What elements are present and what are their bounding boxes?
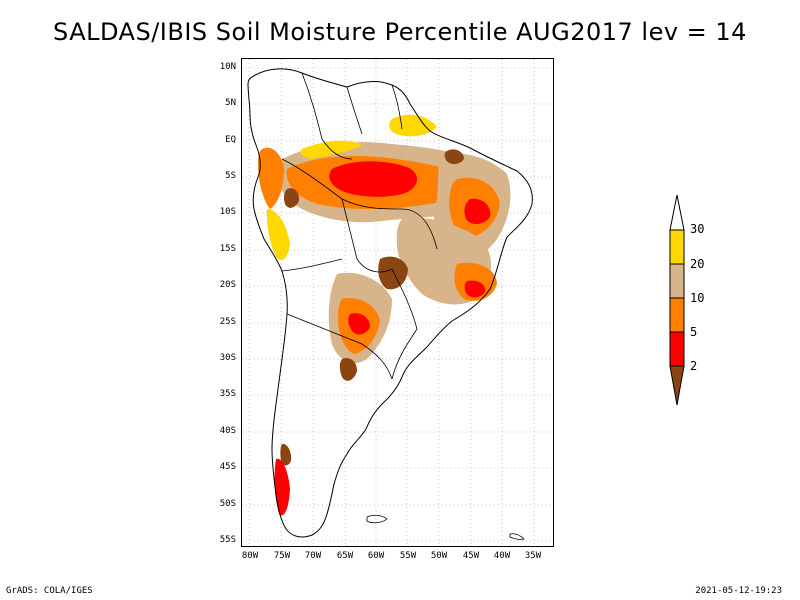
lon-label-50w: 50W <box>430 551 448 561</box>
falkland-islands <box>366 514 388 524</box>
lon-label-55w: 55W <box>399 551 417 561</box>
map-canvas <box>242 59 553 546</box>
shade-patagonia-red <box>274 458 290 516</box>
lon-label-60w: 60W <box>367 551 385 561</box>
legend-label-2: 2 <box>690 359 698 373</box>
graticule <box>242 59 553 546</box>
legend-triangle-top <box>669 194 685 231</box>
shade-chaco-brown <box>339 358 357 381</box>
percentile-shading <box>258 114 511 516</box>
lat-label-eq: EQ <box>225 135 236 145</box>
map-title: SALDAS/IBIS Soil Moisture Percentile AUG… <box>53 18 747 46</box>
lat-label-15s: 15S <box>219 244 236 254</box>
lat-label-10n: 10N <box>219 62 236 72</box>
legend-label-30: 30 <box>690 222 705 236</box>
lat-label-40s: 40S <box>219 426 236 436</box>
lat-label-55s: 55S <box>219 535 236 545</box>
shade-northeast-red <box>464 198 491 225</box>
legend-swatch-20-10 <box>669 263 685 299</box>
south-georgia <box>509 533 525 540</box>
footer-credit: GrADS: COLA/IGES <box>6 586 93 596</box>
lat-label-5n: 5N <box>225 98 236 108</box>
lat-label-30s: 30S <box>219 353 236 363</box>
lon-label-35w: 35W <box>524 551 542 561</box>
country-borders <box>281 72 438 380</box>
legend-label-10: 10 <box>690 291 705 305</box>
lat-label-5s: 5S <box>225 171 236 181</box>
lon-label-45w: 45W <box>462 551 480 561</box>
legend-triangle-bottom <box>669 365 685 406</box>
legend-swatch-5-2 <box>669 331 685 367</box>
lon-label-40w: 40W <box>493 551 511 561</box>
legend-swatch-10-5 <box>669 297 685 333</box>
lat-label-25s: 25S <box>219 317 236 327</box>
footer-timestamp: 2021-05-12-19:23 <box>695 586 782 596</box>
lon-label-75w: 75W <box>273 551 291 561</box>
legend-label-5: 5 <box>690 325 698 339</box>
south-america-coastline <box>247 68 533 538</box>
shade-patagonia-brown <box>280 443 292 466</box>
lat-label-50s: 50S <box>219 499 236 509</box>
lat-label-35s: 35S <box>219 389 236 399</box>
shade-amazon-red <box>329 161 418 197</box>
shade-chaco-red <box>348 313 370 335</box>
colorbar-legend <box>669 194 685 406</box>
legend-swatch-30-20 <box>669 229 685 265</box>
lat-label-10s: 10S <box>219 207 236 217</box>
shade-andes-brown <box>283 188 300 208</box>
shade-southeast-red <box>464 280 486 298</box>
shade-andes-orange <box>258 147 284 209</box>
lon-label-70w: 70W <box>304 551 322 561</box>
lon-label-65w: 65W <box>336 551 354 561</box>
shade-pantanal-brown <box>378 256 408 290</box>
lon-label-80w: 80W <box>241 551 259 561</box>
legend-label-20: 20 <box>690 257 705 271</box>
shade-andes-yellow <box>266 209 290 261</box>
shade-north-yellow <box>389 114 437 137</box>
map-plot-area <box>241 58 554 547</box>
lat-label-20s: 20S <box>219 280 236 290</box>
lat-label-45s: 45S <box>219 462 236 472</box>
shade-northeast-brown <box>444 149 464 165</box>
